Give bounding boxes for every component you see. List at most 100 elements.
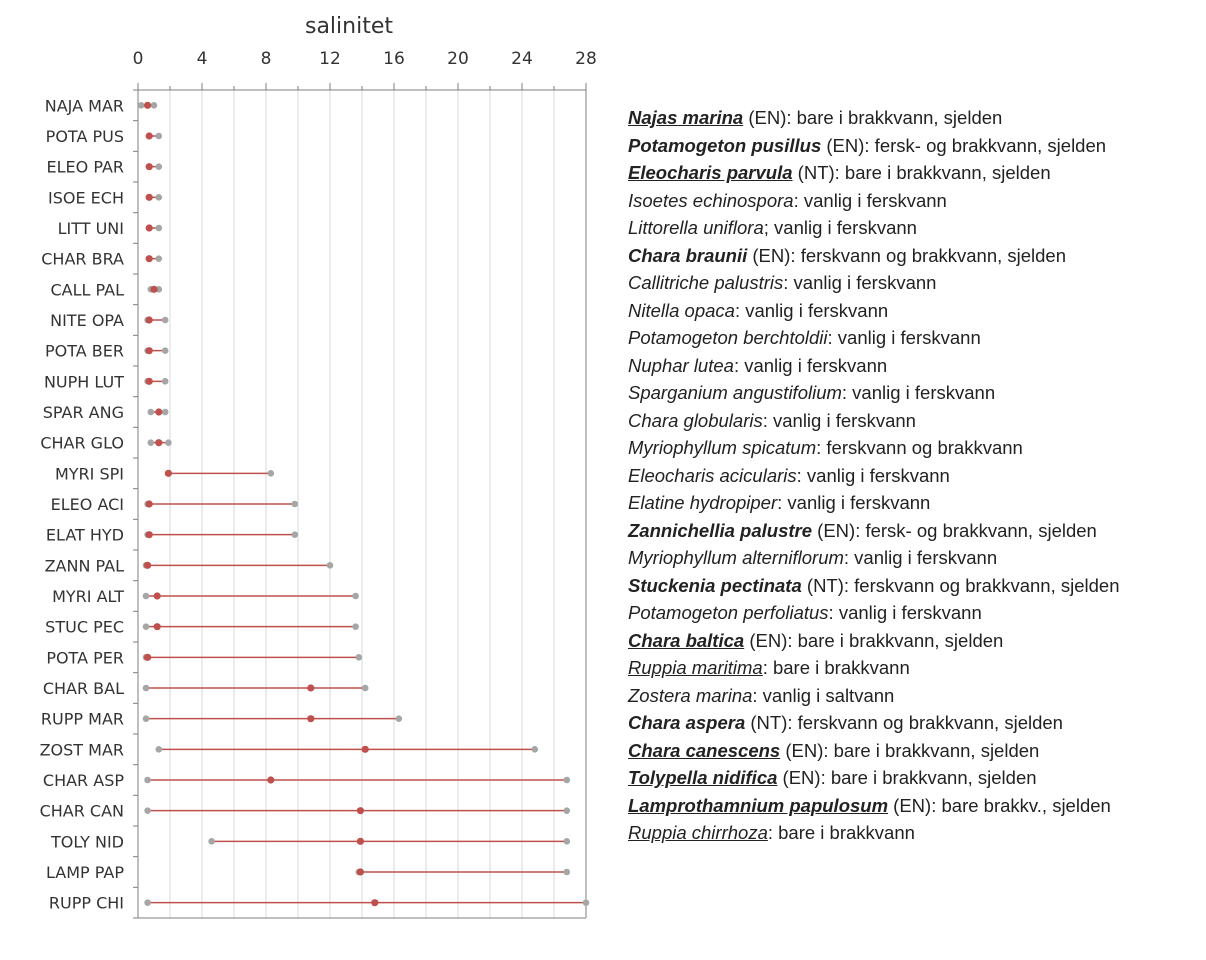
max-point [155, 194, 163, 201]
mean-point [155, 408, 163, 416]
max-point [531, 746, 539, 753]
category-label: CHAR CAN [40, 802, 124, 821]
category-label: MYRI SPI [55, 464, 124, 483]
species-name: Potamogeton perfoliatus [628, 602, 829, 623]
species-status: (EN): bare i brakkvann, sjelden [744, 629, 1004, 651]
species-status: : vanlig i saltvann [752, 684, 895, 706]
species-status: (NT): ferskvann og brakkvann, sjelden [745, 712, 1063, 733]
x-tick-label: 28 [575, 49, 597, 69]
species-name: Chara baltica [628, 629, 745, 651]
min-point [142, 715, 150, 722]
x-tick-label: 4 [197, 49, 208, 69]
min-point [147, 408, 155, 416]
legend-entry: Najas marina (EN): bare i brakkvann, sje… [628, 104, 1203, 132]
x-tick-label: 24 [511, 49, 533, 69]
x-tick-label: 16 [383, 49, 405, 69]
species-status: : vanlig i ferskvann [793, 189, 947, 211]
mean-point [145, 255, 153, 263]
x-tick-label: 12 [319, 49, 341, 69]
category-label: MYRI ALT [52, 587, 124, 606]
max-point [155, 132, 163, 140]
species-status: : ferskvann og brakkvann [816, 437, 1023, 458]
mean-point [145, 132, 153, 140]
max-point [563, 838, 571, 845]
species-name: Lamprothamnium papulosum [628, 794, 889, 816]
species-name: Nitella opaca [628, 299, 735, 321]
mean-point [307, 715, 315, 723]
legend-entry: Chara aspera (NT): ferskvann og brakkvan… [628, 709, 1203, 737]
legend-entry: Ruppia maritima: bare i brakkvann [628, 654, 1203, 682]
category-label: LAMP PAP [46, 863, 124, 882]
min-point [142, 623, 150, 630]
species-name: Zannichellia palustre [628, 519, 813, 541]
species-status: : vanlig i ferskvann [827, 327, 981, 348]
category-label: CHAR BAL [43, 679, 124, 698]
mean-point [145, 163, 153, 171]
max-point [150, 102, 158, 109]
legend-entry: Eleocharis parvula (NT): bare i brakkvan… [628, 159, 1203, 187]
x-tick-label: 0 [133, 49, 144, 69]
species-name: Nuphar lutea [628, 354, 734, 376]
category-label: RUPP MAR [41, 710, 124, 729]
category-label: POTA PUS [46, 127, 124, 146]
category-label: CHAR ASP [43, 771, 124, 790]
species-legend: Najas marina (EN): bare i brakkvann, sje… [628, 104, 1203, 847]
max-point [165, 439, 172, 446]
category-label: POTA PER [46, 648, 124, 667]
species-status: : vanlig i ferskvann [828, 602, 982, 623]
max-point [563, 807, 571, 814]
species-name: Myriophyllum spicatum [628, 437, 817, 458]
mean-point [145, 224, 153, 232]
x-tick-labels: 0 4 8 12 16 20 24 28 [133, 49, 597, 69]
x-tick-label: 8 [261, 49, 272, 69]
max-point [267, 470, 275, 477]
mean-point [356, 807, 364, 815]
species-status: (EN): fersk- og brakkvann, sjelden [812, 519, 1097, 541]
category-label: ZOST MAR [40, 740, 124, 759]
category-labels: NAJA MAR POTA PUS ELEO PAR ISOE ECH LITT UNI… [40, 96, 125, 912]
species-name: Elatine hydropiper [628, 492, 778, 513]
category-label: ELEO ACI [51, 495, 124, 514]
max-point [161, 378, 169, 385]
category-label: STUC PEC [45, 618, 124, 637]
species-status: : vanlig i ferskvann [783, 272, 937, 293]
min-point [142, 684, 150, 692]
mean-point [153, 623, 161, 631]
min-point [208, 838, 215, 845]
category-label: NAJA MAR [45, 96, 124, 115]
species-status: (EN): bare brakkv., sjelden [888, 794, 1111, 816]
legend-entry: Littorella uniflora; vanlig i ferskvann [628, 214, 1203, 242]
legend-entry: Chara braunii (EN): ferskvann og brakkva… [628, 242, 1203, 270]
species-name: Stuckenia pectinata [628, 574, 802, 596]
mean-point [145, 193, 153, 201]
mean-point [361, 745, 369, 753]
species-status: : bare i brakkvann [762, 657, 910, 678]
legend-entry: Tolypella nidifica (EN): bare i brakkvan… [628, 764, 1203, 792]
species-status: : vanlig i ferskvann [843, 547, 998, 568]
min-point [142, 592, 150, 600]
max-point [361, 684, 369, 692]
axes [133, 83, 587, 919]
species-name: Callitriche palustris [628, 272, 784, 293]
max-point [352, 592, 359, 600]
x-axis-title: salinitet [305, 14, 393, 39]
max-point [326, 562, 334, 569]
species-name: Isoetes echinospora [628, 189, 794, 211]
min-point [155, 746, 163, 753]
max-point [161, 408, 169, 416]
species-name: Najas marina [628, 107, 744, 128]
legend-entry: Sparganium angustifolium: vanlig i fersk… [628, 379, 1203, 407]
species-status: (EN): bare i brakkvann, sjelden [743, 107, 1003, 128]
legend-entry: Chara canescens (EN): bare i brakkvann, … [628, 737, 1203, 765]
species-name: Myriophyllum alterniflorum [628, 547, 844, 568]
legend-entry: Myriophyllum spicatum: ferskvann og brak… [628, 434, 1203, 462]
legend-entry: Myriophyllum alterniflorum: vanlig i fer… [628, 544, 1203, 572]
species-status: (EN): fersk- og brakkvann, sjelden [821, 134, 1107, 156]
mean-point [145, 347, 153, 355]
max-point [161, 347, 169, 354]
species-name: Potamogeton berchtoldii [628, 327, 828, 348]
species-status: (EN): ferskvann og brakkvann, sjelden [747, 244, 1067, 266]
legend-entry: Lamprothamnium papulosum (EN): bare brak… [628, 792, 1203, 820]
species-status: : bare i brakkvann [767, 822, 915, 843]
category-label: SPAR ANG [43, 403, 124, 422]
